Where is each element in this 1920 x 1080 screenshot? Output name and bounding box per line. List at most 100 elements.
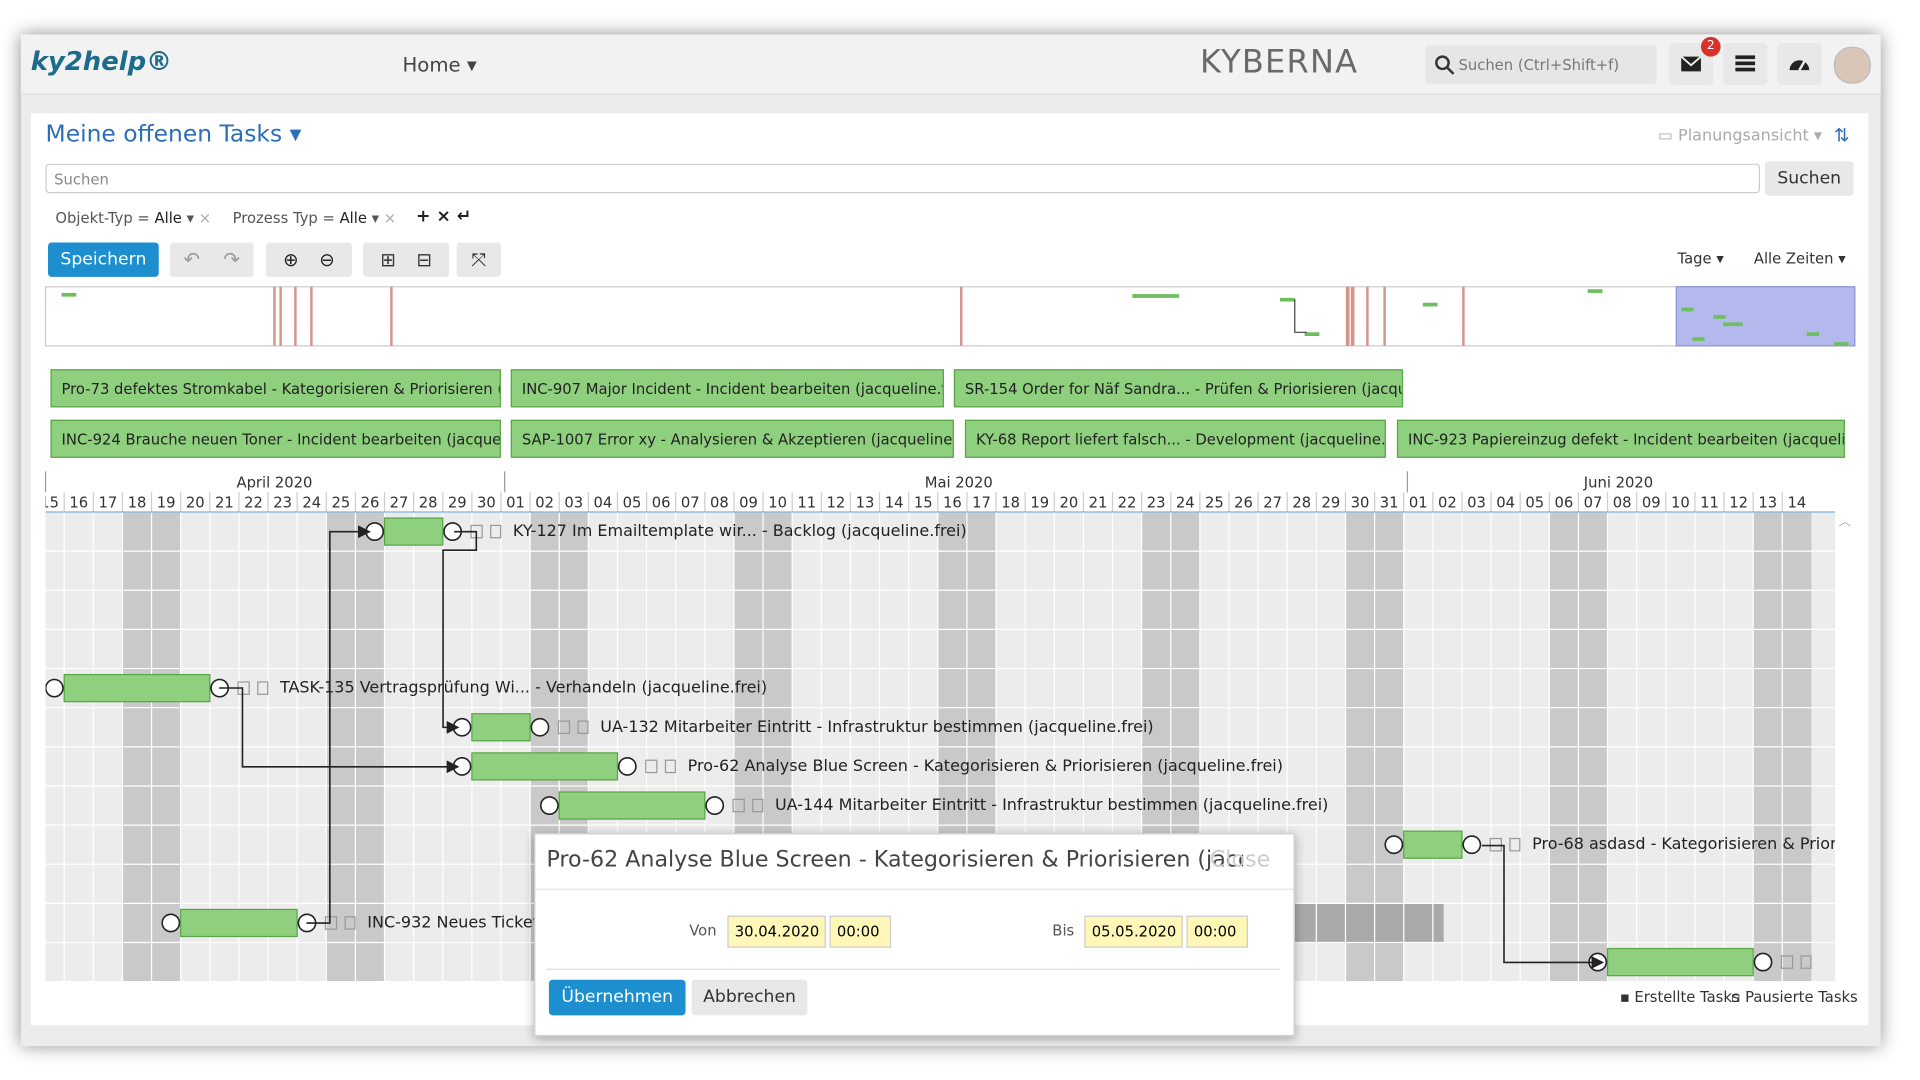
fullscreen-button[interactable]: ⤧: [456, 242, 501, 277]
day-label: 30: [477, 494, 496, 511]
scale-select[interactable]: Tage ▾: [1677, 249, 1724, 268]
link-handle[interactable]: [530, 717, 550, 737]
filter[interactable]: Objekt-Typ = Alle ▾ ×: [55, 209, 212, 227]
dialog-close[interactable]: Close: [1209, 846, 1271, 873]
task-bar[interactable]: [383, 517, 444, 546]
task-bar[interactable]: [471, 713, 531, 742]
task-bar[interactable]: [1403, 830, 1463, 859]
task-label[interactable]: Pro-68 asdasd - Kategorisieren & Priori: [1532, 834, 1841, 853]
overview-window[interactable]: [1675, 286, 1856, 347]
day-label: 07: [1584, 494, 1603, 511]
task-bar[interactable]: [558, 791, 706, 820]
edit-icon[interactable]: [732, 798, 745, 813]
edit-icon[interactable]: [1489, 837, 1502, 852]
task-bar[interactable]: [471, 752, 619, 781]
day-label: 25: [331, 494, 350, 511]
day-label: 18: [1001, 494, 1020, 511]
task-bar[interactable]: [63, 673, 211, 703]
backlog-task[interactable]: SR-154 Order for Näf Sandra... - Prüfen …: [953, 369, 1404, 408]
expand-collapse[interactable]: ⊞ ⊟: [363, 242, 450, 277]
link-handle[interactable]: [1384, 835, 1404, 855]
backlog-task[interactable]: INC-923 Papiereinzug defekt - Incident b…: [1396, 419, 1845, 458]
range-label[interactable]: Alle Zeiten: [1753, 249, 1834, 268]
filter-value[interactable]: Alle: [154, 209, 182, 227]
scroll-arrow: ︿: [1839, 514, 1851, 528]
undo-redo[interactable]: ↶ ↷: [169, 242, 254, 277]
list-button[interactable]: [1723, 43, 1768, 85]
day-label: 14: [1787, 494, 1806, 511]
filter-value[interactable]: Alle: [339, 209, 367, 227]
task-label[interactable]: UA-132 Mitarbeiter Eintritt - Infrastruk…: [600, 717, 1153, 736]
from-time[interactable]: 00:00: [829, 915, 892, 948]
delete-icon[interactable]: [257, 681, 269, 695]
nav-label[interactable]: Home: [402, 52, 461, 77]
zoom-buttons[interactable]: ⊕ ⊖: [265, 242, 352, 277]
task-bar[interactable]: [1606, 947, 1754, 977]
dialog-preview: [1294, 903, 1444, 943]
task-label[interactable]: Pro-62 Analyse Blue Screen - Kategorisie…: [688, 756, 1283, 775]
search-button[interactable]: Suchen: [1764, 161, 1854, 196]
dashboard-icon: [1789, 60, 1810, 71]
link-handle[interactable]: [45, 678, 64, 698]
dashboard-button[interactable]: [1777, 43, 1822, 85]
backlog-task[interactable]: INC-924 Brauche neuen Toner - Incident b…: [50, 419, 501, 458]
delete-icon[interactable]: [1800, 955, 1812, 969]
range-select[interactable]: Alle Zeiten ▾: [1753, 249, 1846, 268]
delete-icon[interactable]: [752, 798, 764, 813]
delete-icon[interactable]: [490, 524, 502, 539]
edit-icon[interactable]: [557, 720, 571, 735]
badge: 2: [1700, 36, 1721, 57]
search-input[interactable]: Suchen: [45, 163, 1760, 194]
panel-title[interactable]: Meine offenen Tasks ▾: [45, 120, 302, 148]
from-date[interactable]: 30.04.2020: [727, 915, 826, 948]
view-select[interactable]: ▭ Planungsansicht ▾: [1657, 126, 1822, 146]
delete-icon[interactable]: [1509, 837, 1521, 852]
day-label: 03: [564, 494, 583, 511]
task-label[interactable]: INC-932 Neues Ticket: [367, 912, 539, 931]
overview-task: [1806, 332, 1820, 336]
backlog-task[interactable]: Pro-73 defektes Stromkabel - Kategorisie…: [50, 369, 501, 408]
cancel-button[interactable]: Abbrechen: [691, 979, 808, 1016]
apply-button[interactable]: Übernehmen: [548, 979, 686, 1016]
delete-icon[interactable]: [344, 916, 356, 930]
link-handle[interactable]: [1462, 835, 1482, 855]
save-button[interactable]: Speichern: [47, 242, 159, 277]
delete-icon[interactable]: [664, 759, 676, 774]
view-label[interactable]: Planungsansicht: [1678, 126, 1809, 146]
day-label: 06: [1554, 494, 1573, 511]
edit-icon[interactable]: [1780, 955, 1794, 969]
backlog-task[interactable]: SAP-1007 Error xy - Analysieren & Akzept…: [510, 419, 954, 458]
backlog-task[interactable]: INC-907 Major Incident - Incident bearbe…: [510, 369, 944, 408]
title-text[interactable]: Meine offenen Tasks: [45, 120, 283, 148]
sort-icon[interactable]: ⇅: [1833, 124, 1850, 147]
link-handle[interactable]: [161, 913, 181, 933]
day-label: 27: [1263, 494, 1282, 511]
to-time[interactable]: 00:00: [1186, 915, 1248, 948]
overview-task: [1681, 307, 1694, 312]
edit-icon[interactable]: [645, 759, 658, 774]
link-handle[interactable]: [539, 796, 559, 815]
link-handle[interactable]: [617, 756, 637, 776]
list-icon: [1735, 55, 1756, 72]
day-label: 09: [739, 494, 758, 511]
avatar[interactable]: [1833, 46, 1871, 84]
backlog-task[interactable]: KY-68 Report liefert falsch... - Develop…: [964, 419, 1386, 458]
task-label[interactable]: TASK-135 Vertragsprüfung Wi... - Verhand…: [279, 678, 767, 697]
task-label[interactable]: UA-144 Mitarbeiter Eintritt - Infrastruk…: [775, 795, 1328, 814]
day-label: 16: [69, 494, 88, 511]
day-label: 24: [302, 494, 321, 511]
delete-icon[interactable]: [577, 720, 589, 735]
task-label[interactable]: KY-127 Im Emailtemplate wir... - Backlog…: [513, 521, 967, 540]
nav-home[interactable]: Home ▾: [402, 52, 477, 77]
filter[interactable]: Prozess Typ = Alle ▾ ×: [232, 209, 397, 227]
legend-label: Erstellte Tasks: [1634, 989, 1739, 1006]
scale-label[interactable]: Tage: [1677, 249, 1712, 268]
link-handle[interactable]: [705, 796, 725, 815]
global-search[interactable]: Suchen (Ctrl+Shift+f): [1425, 45, 1657, 84]
to-date[interactable]: 05.05.2020: [1084, 915, 1183, 948]
task-bar[interactable]: [180, 908, 298, 938]
day-label: 31: [1380, 494, 1399, 511]
logo[interactable]: ky2help®: [30, 46, 172, 77]
link-handle[interactable]: [1753, 952, 1773, 972]
filter-actions[interactable]: + × ↵: [415, 206, 472, 227]
